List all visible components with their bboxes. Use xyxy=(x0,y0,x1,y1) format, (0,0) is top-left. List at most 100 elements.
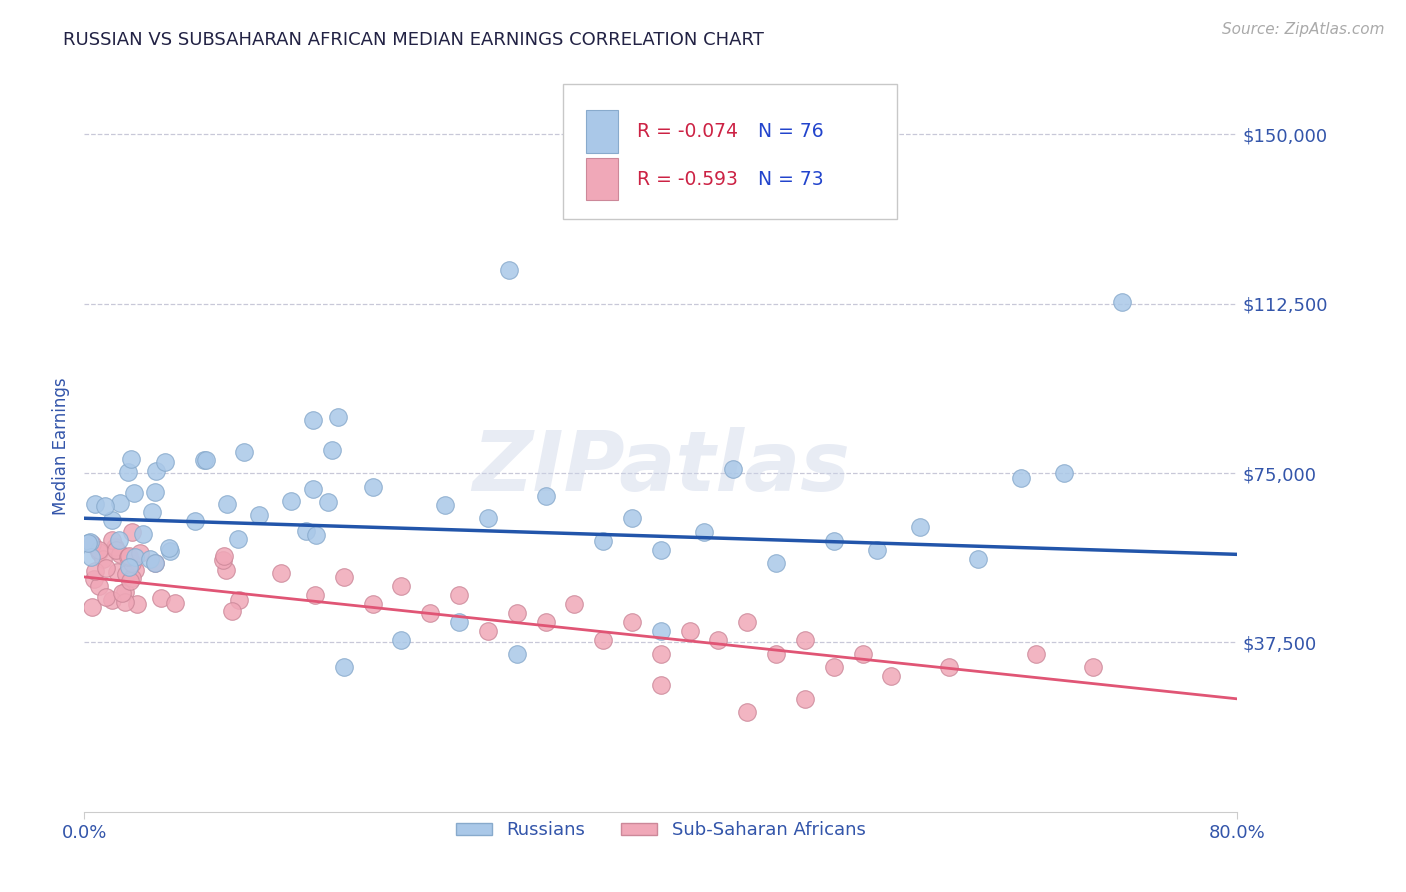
Point xyxy=(295,524,318,538)
Point xyxy=(1111,294,1133,309)
Point xyxy=(120,451,142,466)
Point xyxy=(650,542,672,557)
Point xyxy=(122,485,145,500)
Point xyxy=(101,512,124,526)
Point xyxy=(1025,647,1047,661)
Point xyxy=(211,553,233,567)
Point xyxy=(183,514,205,528)
Point xyxy=(316,495,339,509)
Point xyxy=(910,520,932,534)
Point xyxy=(280,494,302,508)
Bar xyxy=(586,111,619,153)
Point xyxy=(157,541,180,556)
Point xyxy=(217,497,239,511)
Point xyxy=(765,647,787,661)
Point xyxy=(194,453,217,467)
Point xyxy=(391,579,413,593)
Point xyxy=(270,566,292,581)
Point xyxy=(114,595,136,609)
Point xyxy=(938,660,960,674)
Point xyxy=(91,552,114,566)
Point xyxy=(159,544,181,558)
Point xyxy=(105,565,128,579)
Point xyxy=(794,633,817,648)
Point xyxy=(121,571,143,585)
Point xyxy=(419,606,441,620)
Point xyxy=(880,669,903,683)
Point xyxy=(121,525,143,540)
Point xyxy=(115,567,138,582)
Point xyxy=(193,452,215,467)
Point xyxy=(145,464,167,478)
Point xyxy=(153,455,176,469)
Point xyxy=(1010,470,1032,484)
Point xyxy=(232,444,254,458)
Point xyxy=(449,588,471,602)
Legend: Russians, Sub-Saharan Africans: Russians, Sub-Saharan Africans xyxy=(449,814,873,847)
Point xyxy=(221,604,243,618)
Point xyxy=(101,533,124,547)
Point xyxy=(87,579,110,593)
Point xyxy=(79,535,101,549)
Point xyxy=(506,606,529,620)
Point xyxy=(83,572,105,586)
Point xyxy=(449,615,471,629)
Point xyxy=(110,547,132,561)
Point xyxy=(852,647,875,661)
Text: N = 73: N = 73 xyxy=(758,169,824,188)
Point xyxy=(564,597,586,611)
Point xyxy=(80,549,103,564)
Point xyxy=(111,586,134,600)
Point xyxy=(679,624,702,639)
Text: RUSSIAN VS SUBSAHARAN AFRICAN MEDIAN EARNINGS CORRELATION CHART: RUSSIAN VS SUBSAHARAN AFRICAN MEDIAN EAR… xyxy=(63,31,763,49)
Point xyxy=(117,549,139,564)
Point xyxy=(361,597,384,611)
Point xyxy=(94,561,117,575)
Point xyxy=(118,549,141,563)
Point xyxy=(143,556,166,570)
Point xyxy=(107,533,129,548)
FancyBboxPatch shape xyxy=(562,84,897,219)
Point xyxy=(592,533,614,548)
Point xyxy=(326,410,349,425)
Text: ZIPatlas: ZIPatlas xyxy=(472,427,849,508)
Point xyxy=(506,647,529,661)
Point xyxy=(143,485,166,500)
Point xyxy=(150,591,173,606)
Point xyxy=(361,480,384,494)
Point xyxy=(114,585,136,599)
Point xyxy=(592,633,614,648)
Point xyxy=(823,660,845,674)
Bar xyxy=(586,158,619,200)
Point xyxy=(105,543,128,558)
Point xyxy=(1053,466,1076,480)
Point xyxy=(333,570,356,584)
Point xyxy=(101,593,124,607)
Point xyxy=(477,511,499,525)
Point xyxy=(143,556,166,570)
Point xyxy=(534,489,557,503)
Point xyxy=(599,181,621,195)
Point xyxy=(214,563,236,577)
Point xyxy=(226,532,249,546)
Point xyxy=(765,557,787,571)
Point xyxy=(737,706,759,720)
Point xyxy=(104,541,127,555)
Point xyxy=(721,461,744,475)
Point xyxy=(534,615,557,629)
Point xyxy=(967,552,990,566)
Point xyxy=(89,545,111,559)
Point xyxy=(1083,660,1105,674)
Point xyxy=(823,533,845,548)
Point xyxy=(94,500,117,514)
Point xyxy=(391,633,413,648)
Point xyxy=(141,505,163,519)
Point xyxy=(794,691,817,706)
Point xyxy=(333,660,356,674)
Point xyxy=(87,543,110,558)
Point xyxy=(737,615,759,629)
Point xyxy=(304,588,326,602)
Point xyxy=(477,624,499,639)
Y-axis label: Median Earnings: Median Earnings xyxy=(52,377,70,515)
Point xyxy=(498,263,520,277)
